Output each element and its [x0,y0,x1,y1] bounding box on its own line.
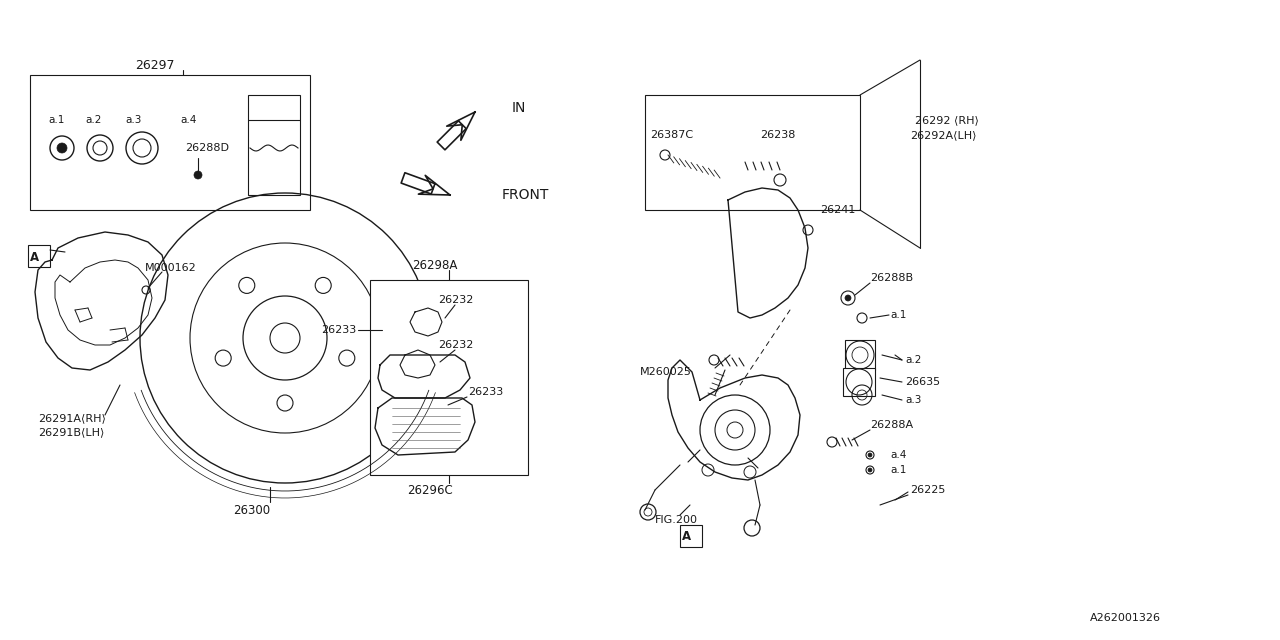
Text: a.2: a.2 [84,115,101,125]
Text: 26233: 26233 [321,325,356,335]
Bar [28,245,50,267]
Text: 26288B: 26288B [870,273,913,283]
Text: A262001326: A262001326 [1091,613,1161,623]
Text: 26288D: 26288D [186,143,229,153]
Text: a.1: a.1 [890,310,906,320]
Text: 26288A: 26288A [870,420,913,430]
Bar [248,95,300,195]
Bar [680,525,701,547]
Text: FRONT: FRONT [502,188,549,202]
Text: a.4: a.4 [180,115,196,125]
Text: FIG.200: FIG.200 [655,515,698,525]
Text: M260025: M260025 [640,367,692,377]
Text: 26298A: 26298A [412,259,458,271]
Circle shape [868,453,872,457]
Text: 26297: 26297 [136,58,175,72]
Text: 26232: 26232 [438,295,474,305]
Text: 26291B⟨LH⟩: 26291B⟨LH⟩ [38,427,105,437]
Text: 26232: 26232 [438,340,474,350]
Circle shape [845,295,851,301]
Bar [845,340,876,370]
Bar [645,95,860,210]
Text: IN: IN [512,101,526,115]
Circle shape [58,143,67,153]
Text: 26300: 26300 [233,504,270,516]
Text: a.3: a.3 [905,395,922,405]
Text: a.3: a.3 [125,115,141,125]
Circle shape [195,171,202,179]
Circle shape [868,468,872,472]
Text: A: A [682,531,691,543]
Text: a.2: a.2 [905,355,922,365]
Bar [29,75,310,210]
Text: a.1: a.1 [49,115,64,125]
Text: 26241: 26241 [820,205,855,215]
Bar [370,280,529,475]
Text: 26292 ⟨RH⟩: 26292 ⟨RH⟩ [915,115,979,125]
Text: 26387C: 26387C [650,130,694,140]
Text: a.4: a.4 [890,450,906,460]
Text: 26291A⟨RH⟩: 26291A⟨RH⟩ [38,413,106,423]
Text: 26238: 26238 [760,130,795,140]
Bar [844,368,876,396]
Text: M000162: M000162 [145,263,197,273]
Text: 26635: 26635 [905,377,940,387]
Text: 26225: 26225 [910,485,946,495]
Text: a.1: a.1 [890,465,906,475]
Text: 26233: 26233 [468,387,503,397]
Text: A: A [29,250,40,264]
Text: 26292A⟨LH⟩: 26292A⟨LH⟩ [910,130,977,140]
Text: 26296C: 26296C [407,483,453,497]
